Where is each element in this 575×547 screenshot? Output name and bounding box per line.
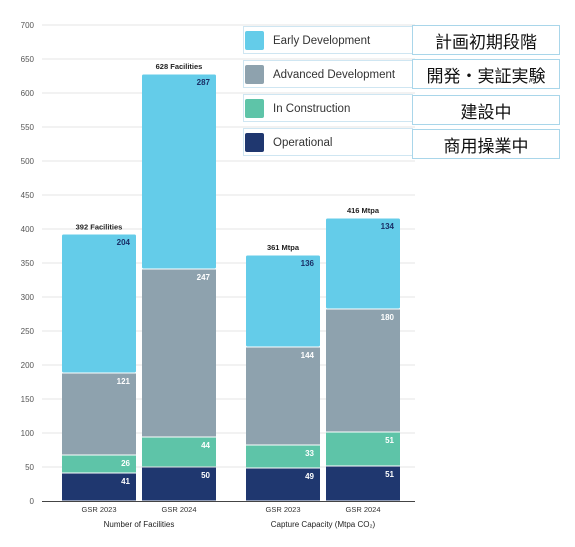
bar-value-label-1-0-0: 49 bbox=[305, 472, 314, 481]
bar-value-label-0-0-1: 26 bbox=[121, 459, 130, 468]
group-label-1: Capture Capacity (Mtpa CO₂) bbox=[271, 520, 376, 529]
bar-total-label-0-1: 628 Facilities bbox=[156, 62, 203, 71]
bar-value-label-1-0-1: 33 bbox=[305, 449, 314, 458]
bar-0-1-operational bbox=[142, 467, 216, 501]
bar-0-1-in-construction bbox=[142, 437, 216, 467]
y-tick-label-650: 650 bbox=[21, 55, 35, 64]
legend-label-in-construction: In Construction bbox=[273, 102, 351, 115]
legend-swatch-in-construction bbox=[245, 99, 264, 118]
y-tick-label-250: 250 bbox=[21, 327, 35, 336]
bar-1-0-advanced-development bbox=[246, 347, 320, 445]
bar-value-label-0-1-2: 247 bbox=[197, 273, 211, 282]
y-tick-label-50: 50 bbox=[25, 463, 34, 472]
bar-value-label-1-1-2: 180 bbox=[381, 313, 395, 322]
bar-0-1-advanced-development bbox=[142, 269, 216, 437]
legend-band-1 bbox=[243, 60, 413, 88]
y-tick-label-600: 600 bbox=[21, 89, 35, 98]
bar-1-1-in-construction bbox=[326, 432, 400, 466]
legend-label-advanced-development: Advanced Development bbox=[273, 68, 396, 81]
bar-total-label-0-0: 392 Facilities bbox=[76, 222, 123, 231]
jp-label-operational: 商用操業中 bbox=[412, 129, 560, 159]
bar-value-label-0-0-2: 121 bbox=[117, 377, 131, 386]
bar-1-1-advanced-development bbox=[326, 309, 400, 432]
legend-band-3 bbox=[243, 128, 413, 156]
x-tick-label-0-1: GSR 2024 bbox=[161, 505, 196, 514]
legend-item-early-development: Early Development bbox=[243, 28, 370, 53]
y-tick-label-0: 0 bbox=[30, 497, 35, 506]
bar-value-label-1-0-3: 136 bbox=[301, 259, 315, 268]
legend-item-in-construction: In Construction bbox=[243, 96, 350, 121]
bar-0-0-operational bbox=[62, 473, 136, 501]
jp-label-advanced-development: 開発・実証実験 bbox=[412, 59, 560, 89]
y-tick-label-500: 500 bbox=[21, 157, 35, 166]
y-tick-label-450: 450 bbox=[21, 191, 35, 200]
y-tick-label-150: 150 bbox=[21, 395, 35, 404]
y-tick-label-300: 300 bbox=[21, 293, 35, 302]
bar-0-0-early-development bbox=[62, 234, 136, 373]
bar-value-label-0-1-3: 287 bbox=[197, 78, 211, 87]
bar-1-0-early-development bbox=[246, 255, 320, 347]
group-label-0: Number of Facilities bbox=[104, 520, 175, 529]
bar-value-label-1-0-2: 144 bbox=[301, 351, 315, 360]
x-tick-label-1-1: GSR 2024 bbox=[345, 505, 380, 514]
y-tick-label-100: 100 bbox=[21, 429, 35, 438]
legend-label-operational: Operational bbox=[273, 136, 333, 149]
bar-value-label-1-1-3: 134 bbox=[381, 222, 395, 231]
bar-0-0-in-construction bbox=[62, 455, 136, 473]
bar-total-label-1-1: 416 Mtpa bbox=[347, 206, 380, 215]
legend-label-early-development: Early Development bbox=[273, 34, 371, 47]
bar-value-label-0-0-3: 204 bbox=[117, 238, 131, 247]
bar-1-1-early-development bbox=[326, 218, 400, 309]
legend-swatch-early-development bbox=[245, 31, 264, 50]
y-tick-label-700: 700 bbox=[21, 21, 35, 30]
y-tick-label-550: 550 bbox=[21, 123, 35, 132]
bar-value-label-0-1-0: 50 bbox=[201, 471, 210, 480]
jp-label-in-construction: 建設中 bbox=[412, 95, 560, 125]
jp-label-early-development: 計画初期段階 bbox=[412, 25, 560, 55]
bar-0-0-advanced-development bbox=[62, 373, 136, 455]
y-tick-label-400: 400 bbox=[21, 225, 35, 234]
y-tick-label-350: 350 bbox=[21, 259, 35, 268]
legend-item-operational: Operational bbox=[243, 130, 332, 155]
y-tick-label-200: 200 bbox=[21, 361, 35, 370]
bar-value-label-0-0-0: 41 bbox=[121, 477, 130, 486]
legend-item-advanced-development: Advanced Development bbox=[243, 62, 395, 87]
legend-swatch-advanced-development bbox=[245, 65, 264, 84]
bar-0-1-early-development bbox=[142, 74, 216, 269]
bar-value-label-1-1-0: 51 bbox=[385, 470, 394, 479]
legend-swatch-operational bbox=[245, 133, 264, 152]
bar-1-0-operational bbox=[246, 468, 320, 501]
x-tick-label-0-0: GSR 2023 bbox=[81, 505, 116, 514]
bar-value-label-1-1-1: 51 bbox=[385, 436, 394, 445]
bar-total-label-1-0: 361 Mtpa bbox=[267, 243, 300, 252]
legend-band-0 bbox=[243, 26, 413, 54]
bar-1-0-in-construction bbox=[246, 445, 320, 468]
x-tick-label-1-0: GSR 2023 bbox=[265, 505, 300, 514]
bar-value-label-0-1-1: 44 bbox=[201, 441, 210, 450]
legend-band-2 bbox=[243, 94, 413, 122]
bar-1-1-operational bbox=[326, 466, 400, 501]
